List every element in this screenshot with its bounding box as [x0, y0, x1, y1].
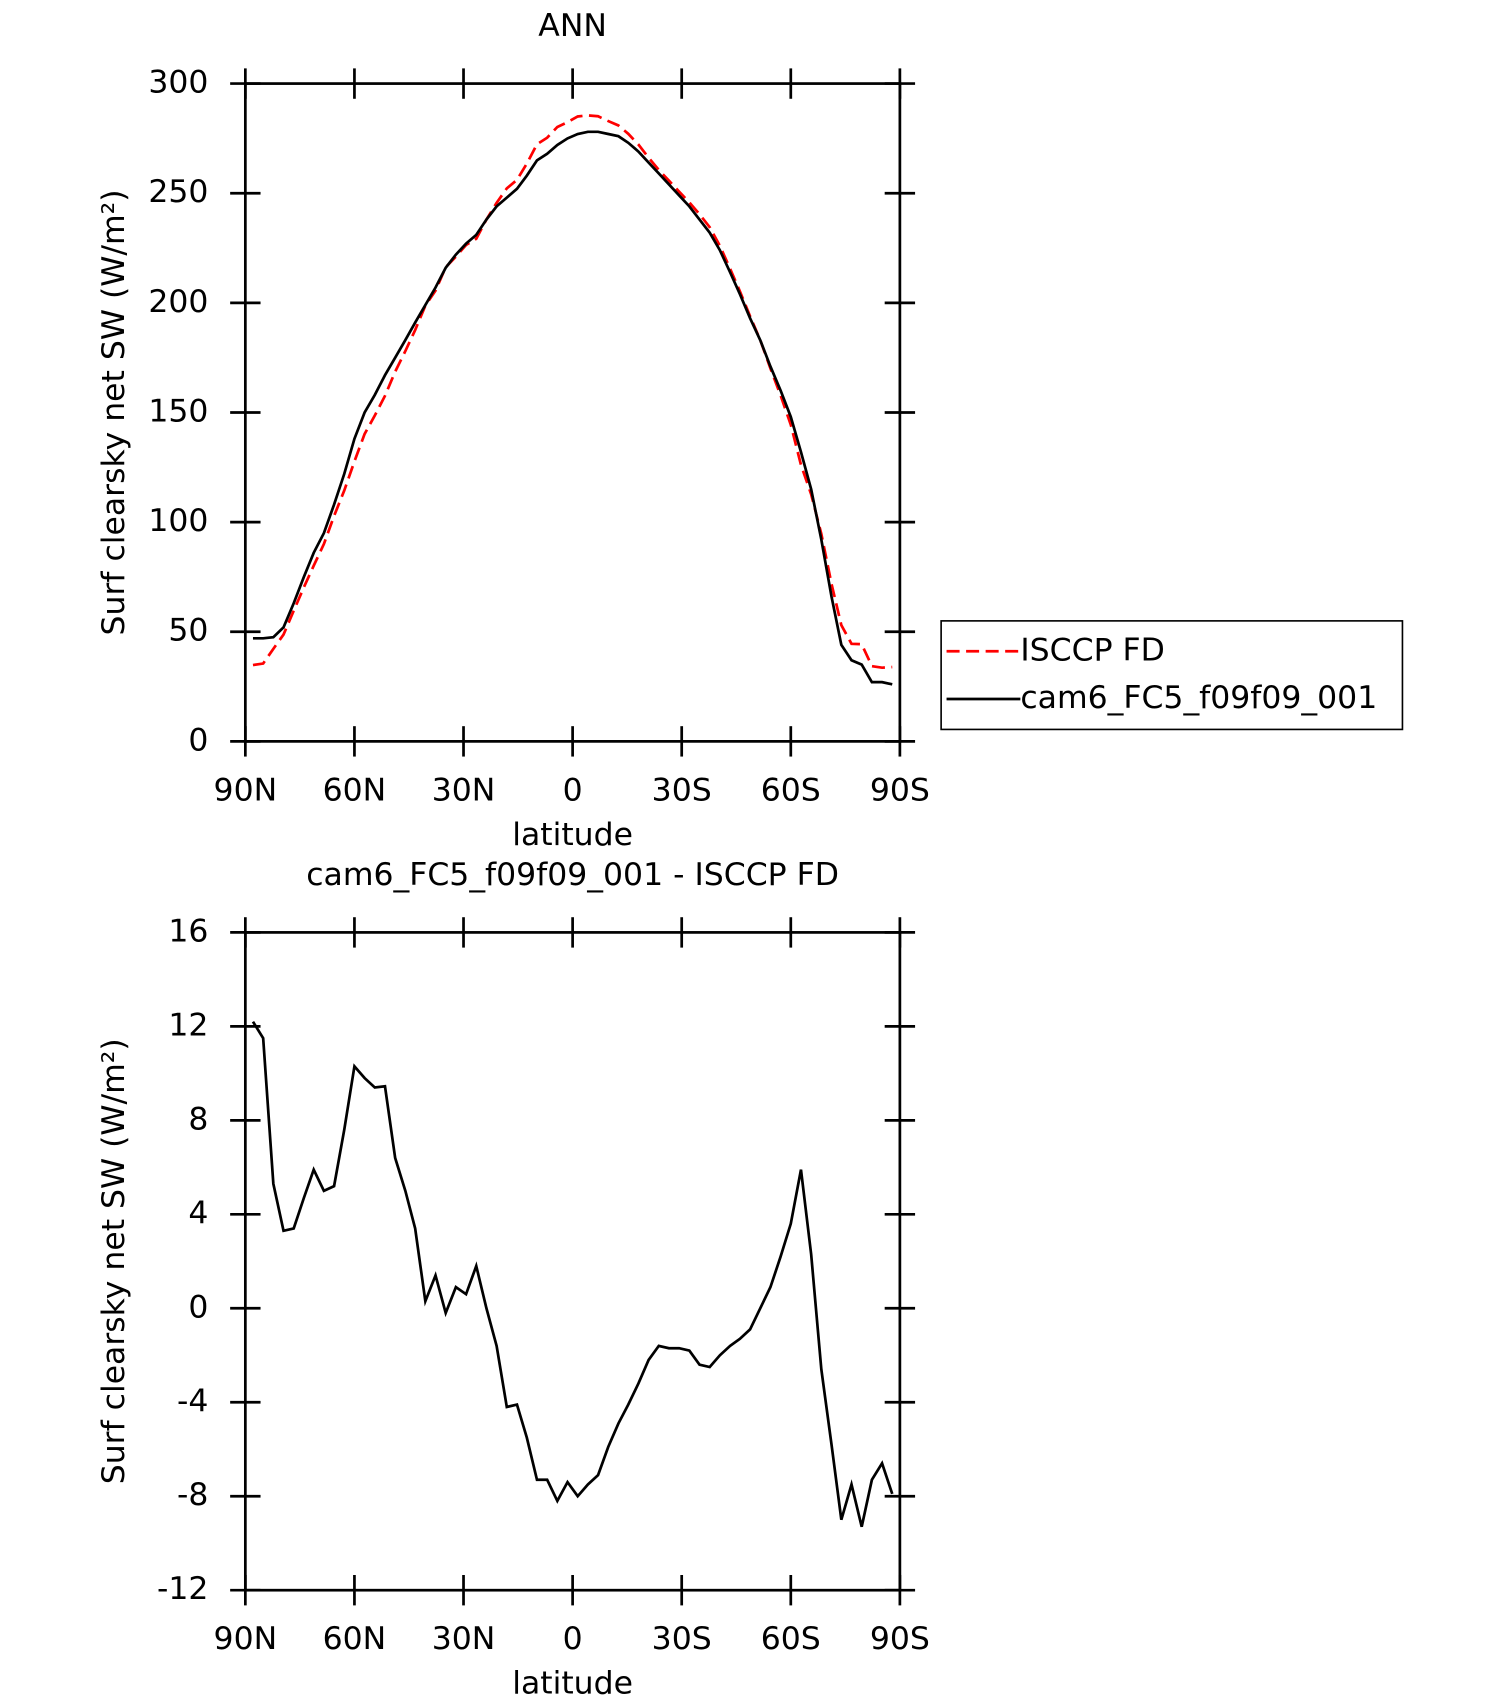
y-tick-label: 12: [168, 1007, 208, 1043]
data-line: [252, 130, 893, 686]
x-tick-label: 30S: [652, 772, 712, 808]
chart-title: cam6_FC5_f09f09_001 - ISCCP FD: [306, 857, 839, 893]
x-tick-label: 30N: [432, 772, 496, 808]
plot-frame: [243, 82, 902, 743]
x-tick-label: 60N: [323, 1621, 387, 1657]
legend-label: cam6_FC5_f09f09_001: [1020, 680, 1377, 716]
x-tick-label: 90S: [870, 772, 930, 808]
y-axis-label: Surf clearsky net SW (W/m²): [96, 189, 132, 635]
y-tick-label: 0: [188, 722, 208, 758]
data-line: [252, 114, 893, 670]
x-tick-label: 60S: [761, 772, 821, 808]
y-tick-label: -8: [177, 1477, 208, 1513]
y-tick-label: 0: [188, 1289, 208, 1325]
x-tick-label: 30S: [652, 1621, 712, 1657]
y-tick-label: 200: [148, 284, 208, 320]
y-tick-label: 300: [148, 65, 208, 101]
y-tick-label: 100: [148, 503, 208, 539]
x-tick-label: 60N: [323, 772, 387, 808]
y-tick-label: -12: [157, 1571, 208, 1607]
y-tick-label: 8: [188, 1101, 208, 1137]
x-tick-label: 60S: [761, 1621, 821, 1657]
y-tick-label: 16: [168, 913, 208, 949]
x-tick-label: 90S: [870, 1621, 930, 1657]
y-tick-label: 150: [148, 393, 208, 429]
data-line: [251, 1020, 894, 1528]
y-tick-label: 250: [148, 174, 208, 210]
y-tick-label: 4: [188, 1195, 208, 1231]
x-axis-label: latitude: [512, 1666, 633, 1702]
y-axis-label: Surf clearsky net SW (W/m²): [96, 1038, 132, 1484]
x-tick-label: 30N: [432, 1621, 496, 1657]
y-tick-label: -4: [177, 1383, 208, 1419]
x-tick-label: 90N: [214, 1621, 278, 1657]
x-tick-label: 90N: [214, 772, 278, 808]
plot-frame: [243, 931, 902, 1592]
x-tick-label: 0: [563, 1621, 583, 1657]
x-axis-label: latitude: [512, 817, 633, 853]
x-tick-label: 0: [563, 772, 583, 808]
legend-box: [940, 620, 1404, 731]
y-tick-label: 50: [168, 613, 208, 649]
chart-title: ANN: [538, 8, 607, 44]
legend-label: ISCCP FD: [1020, 632, 1165, 668]
